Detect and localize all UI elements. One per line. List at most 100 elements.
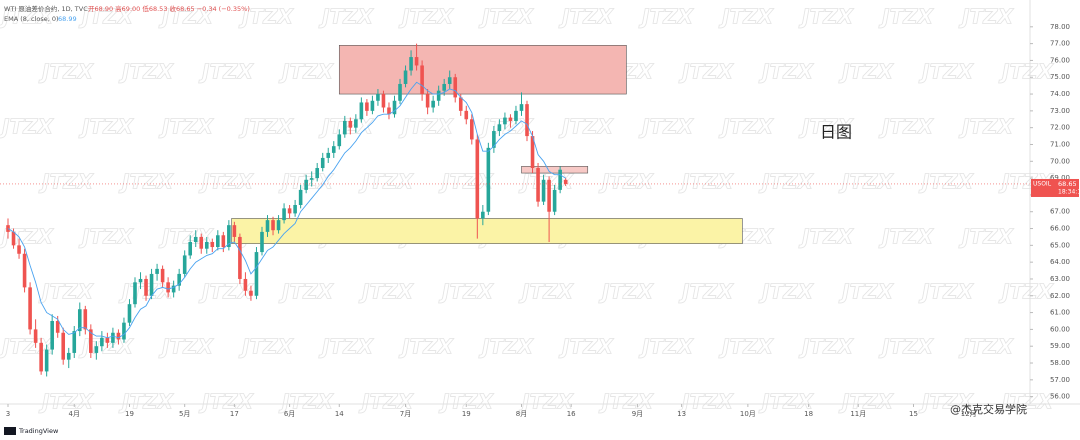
watermark: JTZX [438, 170, 495, 194]
watermark: JTZX [198, 390, 255, 414]
footer-left: TradingView [18, 427, 59, 435]
watermark: JTZX [438, 390, 495, 414]
candle-body [464, 110, 469, 120]
candle-body [55, 320, 60, 333]
candle-body [376, 94, 380, 101]
zone [231, 218, 743, 244]
candle-body [519, 104, 524, 111]
candle-body [61, 332, 66, 360]
candle-body [326, 152, 331, 158]
y-tick-label: 72.00 [1050, 124, 1070, 132]
candle-body [469, 119, 474, 140]
candle-body [414, 57, 419, 66]
candle-body [166, 282, 170, 293]
y-tick-label: 56.00 [1050, 393, 1070, 401]
watermark: JTZX [198, 60, 255, 84]
watermark: JTZX [638, 115, 695, 139]
candle-body [260, 231, 264, 253]
candle-body [238, 236, 242, 279]
watermark: JTZX [318, 335, 375, 359]
candle-body [227, 225, 231, 248]
watermark: JTZX [838, 390, 895, 414]
candle-body [149, 273, 154, 296]
x-tick-label: 10月 [740, 410, 756, 418]
watermark: JTZX [158, 5, 215, 29]
candle-body [28, 287, 32, 330]
candle-body [403, 70, 408, 84]
watermark: JTZX [838, 60, 895, 84]
watermark: JTZX [798, 225, 855, 249]
watermark: JTZX [238, 115, 295, 139]
y-tick-label: 60.00 [1050, 325, 1070, 333]
candle-body [83, 309, 88, 330]
candle-body [171, 285, 176, 293]
candle-body [541, 179, 546, 202]
candle-body [359, 102, 364, 120]
countdown: 18:34:14 [1058, 188, 1080, 195]
candle-body [508, 117, 513, 121]
watermark: JTZX [878, 5, 935, 29]
watermark: JTZX [678, 280, 735, 304]
candle-body [127, 304, 132, 323]
candle-body [392, 100, 397, 115]
candle-body [514, 110, 518, 121]
x-tick-label: 3 [6, 410, 10, 418]
watermark: JTZX [878, 335, 935, 359]
y-tick-label: 62.00 [1050, 292, 1070, 300]
candle-body [354, 119, 358, 128]
x-tick-label: 5月 [179, 410, 190, 418]
x-tick-label: 6月 [284, 410, 295, 418]
candle-body [320, 157, 325, 169]
ema-value: 68.99 [58, 15, 77, 23]
watermark: JTZX [78, 225, 135, 249]
candle-body [287, 208, 292, 214]
x-tick-label: 19 [462, 410, 471, 418]
candle-body [249, 290, 253, 296]
watermark: JTZX [478, 5, 535, 29]
ema-label: EMA (8, close, 0) [4, 15, 59, 23]
candle-body [177, 273, 181, 286]
tv-logo [4, 427, 16, 435]
zone [338, 45, 627, 95]
symbol: WTI 原油差价合约, 1D, TVC [4, 4, 88, 13]
candle-body [193, 236, 198, 242]
candle-body [33, 329, 38, 343]
candle-body [22, 253, 27, 288]
watermark: JTZX [958, 335, 1015, 359]
candle-body [122, 322, 126, 340]
candle-body [497, 124, 502, 132]
price-symbol: USOIL [1033, 180, 1052, 187]
watermark: JTZX [798, 335, 855, 359]
y-tick-label: 57.00 [1050, 376, 1070, 384]
y-tick-label: 70.00 [1050, 157, 1070, 165]
watermark: JTZX [38, 170, 95, 194]
candle-body [254, 252, 259, 296]
candle-body [243, 278, 248, 291]
candle-body [343, 120, 347, 135]
candle-body [337, 134, 342, 147]
candle-body [458, 97, 463, 111]
price-tag [1031, 178, 1079, 197]
candle-body [331, 146, 336, 153]
watermark: JTZX [478, 335, 535, 359]
y-tick-label: 75.00 [1050, 73, 1070, 81]
candle-body [552, 189, 557, 212]
watermark: JTZX [358, 280, 415, 304]
candle-body [216, 235, 220, 248]
y-tick-label: 77.00 [1050, 40, 1070, 48]
watermark: JTZX [0, 5, 55, 29]
watermark: JTZX [758, 170, 815, 194]
candle-body [89, 329, 93, 353]
watermark: JTZX [598, 280, 655, 304]
y-tick-label: 59.00 [1050, 342, 1070, 350]
candle-body [11, 231, 16, 246]
watermark: JTZX [918, 280, 975, 304]
watermark: JTZX [598, 390, 655, 414]
candle-body [558, 169, 562, 190]
quote: 开68.90 高69.00 低68.53 收68.65 −0.34 (−0.35… [88, 4, 250, 13]
candle-body [204, 241, 209, 249]
candle-body [409, 57, 413, 71]
watermark: JTZX [758, 60, 815, 84]
candle-body [431, 100, 435, 108]
